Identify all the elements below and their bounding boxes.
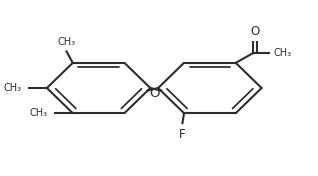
Text: CH₃: CH₃ xyxy=(30,108,48,118)
Text: O: O xyxy=(250,25,259,38)
Text: CH₃: CH₃ xyxy=(4,83,22,93)
Text: CH₃: CH₃ xyxy=(58,37,76,47)
Text: O: O xyxy=(149,87,160,100)
Text: F: F xyxy=(179,128,186,141)
Text: CH₃: CH₃ xyxy=(273,48,292,58)
